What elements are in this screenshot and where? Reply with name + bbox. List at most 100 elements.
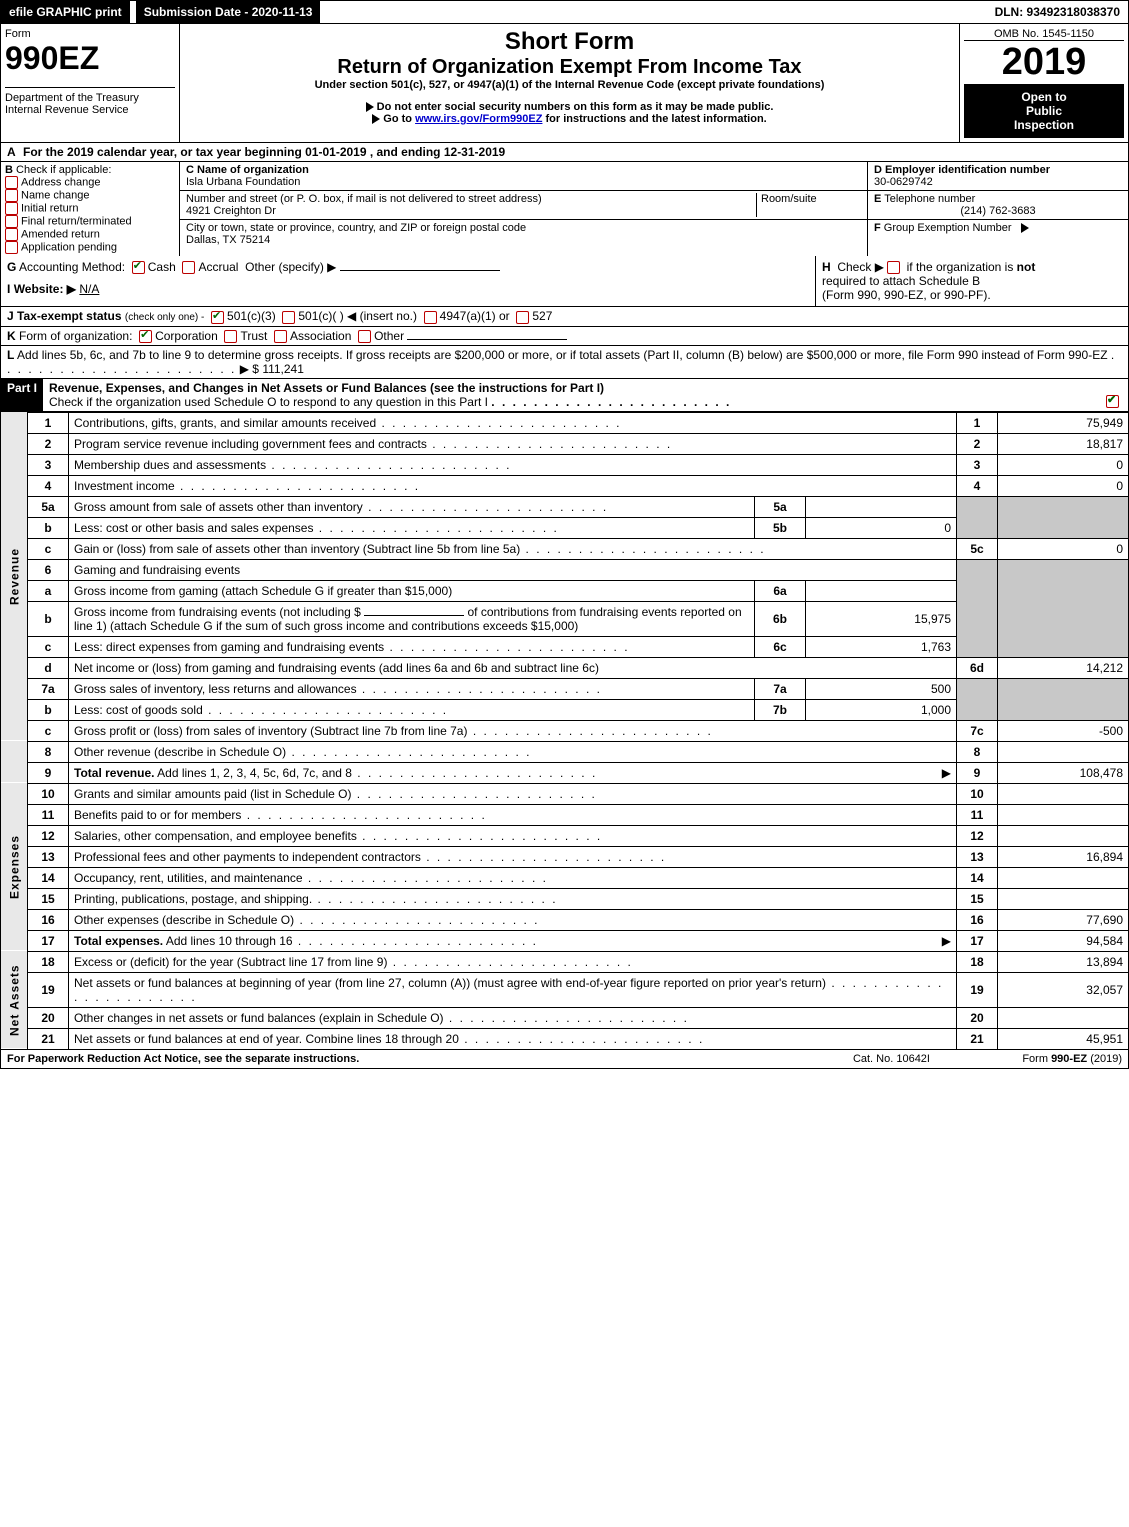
line-2-desc: Program service revenue including govern… (74, 437, 427, 451)
chk-amended-return[interactable] (5, 228, 18, 241)
line-8-num: 8 (28, 741, 69, 762)
line-14-rn: 14 (957, 867, 998, 888)
chk-application-pending[interactable] (5, 241, 18, 254)
line-5c-val: 0 (998, 538, 1129, 559)
line-11-desc: Benefits paid to or for members (74, 808, 241, 822)
E-label: Telephone number (884, 193, 975, 205)
line-21-rn: 21 (957, 1028, 998, 1049)
letter-H: H (822, 260, 831, 274)
line-6a-mn: 6a (755, 580, 806, 601)
line-4-rn: 4 (957, 475, 998, 496)
chk-address-change[interactable] (5, 176, 18, 189)
row-G-H: G Accounting Method: Cash Accrual Other … (0, 256, 1129, 307)
chk-501c3[interactable] (211, 311, 224, 324)
line-5c-num: c (28, 538, 69, 559)
line-4-desc: Investment income (74, 479, 175, 493)
line-5a-mn: 5a (755, 496, 806, 517)
open-line2: Public (966, 104, 1122, 118)
line-5b-mn: 5b (755, 517, 806, 538)
side-revenue: Revenue (1, 412, 28, 741)
line-5b-num: b (28, 517, 69, 538)
chk-trust[interactable] (224, 330, 237, 343)
opt-final-return: Final return/terminated (21, 215, 132, 227)
line-9-desc-bold: Total revenue. (74, 766, 154, 780)
line-6b-blank[interactable] (364, 615, 464, 616)
line-1-desc: Contributions, gifts, grants, and simila… (74, 416, 376, 430)
line-18-val: 13,894 (998, 951, 1129, 972)
line-15-val (998, 888, 1129, 909)
grey-block-7 (957, 678, 998, 720)
chk-527[interactable] (516, 311, 529, 324)
line-16-rn: 16 (957, 909, 998, 930)
line-6b-mv: 15,975 (806, 601, 957, 636)
J-label: Tax-exempt status (17, 309, 121, 323)
org-street: 4921 Creighton Dr (186, 205, 276, 217)
line-14-val (998, 867, 1129, 888)
line-8-val (998, 741, 1129, 762)
opt-trust: Trust (240, 329, 267, 343)
period-text: For the 2019 calendar year, or tax year … (23, 145, 505, 159)
opt-address-change: Address change (21, 176, 101, 188)
chk-final-return[interactable] (5, 215, 18, 228)
chk-accrual[interactable] (182, 261, 195, 274)
line-9-desc2: Add lines 1, 2, 3, 4, 5c, 6d, 7c, and 8 (154, 766, 351, 780)
opt-application-pending: Application pending (21, 241, 117, 253)
line-10-val (998, 783, 1129, 804)
line-9-val: 108,478 (998, 762, 1129, 783)
grey-val-6 (998, 559, 1129, 657)
chk-4947[interactable] (424, 311, 437, 324)
line-7b-desc: Less: cost of goods sold (74, 703, 203, 717)
line-7c-val: -500 (998, 720, 1129, 741)
line-15-desc: Printing, publications, postage, and shi… (74, 892, 312, 906)
line-6b-mn: 6b (755, 601, 806, 636)
footer-cat-no: Cat. No. 10642I (847, 1050, 936, 1068)
line-3-num: 3 (28, 454, 69, 475)
letter-I: I (7, 282, 10, 296)
triangle-icon (1021, 223, 1029, 233)
omb-number: OMB No. 1545-1150 (964, 28, 1124, 41)
grey-block-6 (957, 559, 998, 657)
website-value: N/A (79, 282, 99, 296)
form-number: 990EZ (5, 40, 175, 77)
C-addr-label: Number and street (or P. O. box, if mail… (186, 193, 542, 205)
line-5a-mv (806, 496, 957, 517)
chk-name-change[interactable] (5, 189, 18, 202)
line-18-rn: 18 (957, 951, 998, 972)
line-8-rn: 8 (957, 741, 998, 762)
chk-schedO-part1[interactable] (1106, 395, 1119, 408)
subtitle-nossn: Do not enter social security numbers on … (184, 101, 955, 113)
chk-assoc[interactable] (274, 330, 287, 343)
opt-527: 527 (532, 309, 552, 323)
dept-line2: Internal Revenue Service (5, 104, 175, 116)
line-17-desc2: Add lines 10 through 16 (163, 934, 292, 948)
line-10-desc: Grants and similar amounts paid (list in… (74, 787, 351, 801)
line-16-val: 77,690 (998, 909, 1129, 930)
form-word: Form (5, 28, 175, 40)
part1-table: Revenue 1 Contributions, gifts, grants, … (0, 412, 1129, 1050)
line-21-val: 45,951 (998, 1028, 1129, 1049)
row-L: L Add lines 5b, 6c, and 7b to line 9 to … (0, 346, 1129, 379)
open-line3: Inspection (966, 118, 1122, 132)
line-6c-num: c (28, 636, 69, 657)
tax-year: 2019 (964, 41, 1124, 84)
K-other-line[interactable] (407, 339, 567, 340)
chk-corp[interactable] (139, 330, 152, 343)
chk-initial-return[interactable] (5, 202, 18, 215)
page-footer: For Paperwork Reduction Act Notice, see … (0, 1050, 1129, 1069)
letter-G: G (7, 260, 16, 274)
opt-initial-return: Initial return (21, 202, 78, 214)
subtitle-goto: Go to www.irs.gov/Form990EZ for instruct… (184, 113, 955, 125)
line-A-period: A For the 2019 calendar year, or tax yea… (0, 143, 1129, 162)
chk-501c[interactable] (282, 311, 295, 324)
line-10-rn: 10 (957, 783, 998, 804)
chk-cash[interactable] (132, 261, 145, 274)
irs-link[interactable]: www.irs.gov/Form990EZ (415, 113, 542, 125)
chk-H[interactable] (887, 261, 900, 274)
line-17-num: 17 (28, 930, 69, 951)
ein-value: 30-0629742 (874, 176, 933, 188)
other-specify-line[interactable] (340, 270, 500, 271)
efile-print-button[interactable]: efile GRAPHIC print (1, 1, 130, 23)
line-6b-num: b (28, 601, 69, 636)
chk-kother[interactable] (358, 330, 371, 343)
line-6c-desc: Less: direct expenses from gaming and fu… (74, 640, 384, 654)
